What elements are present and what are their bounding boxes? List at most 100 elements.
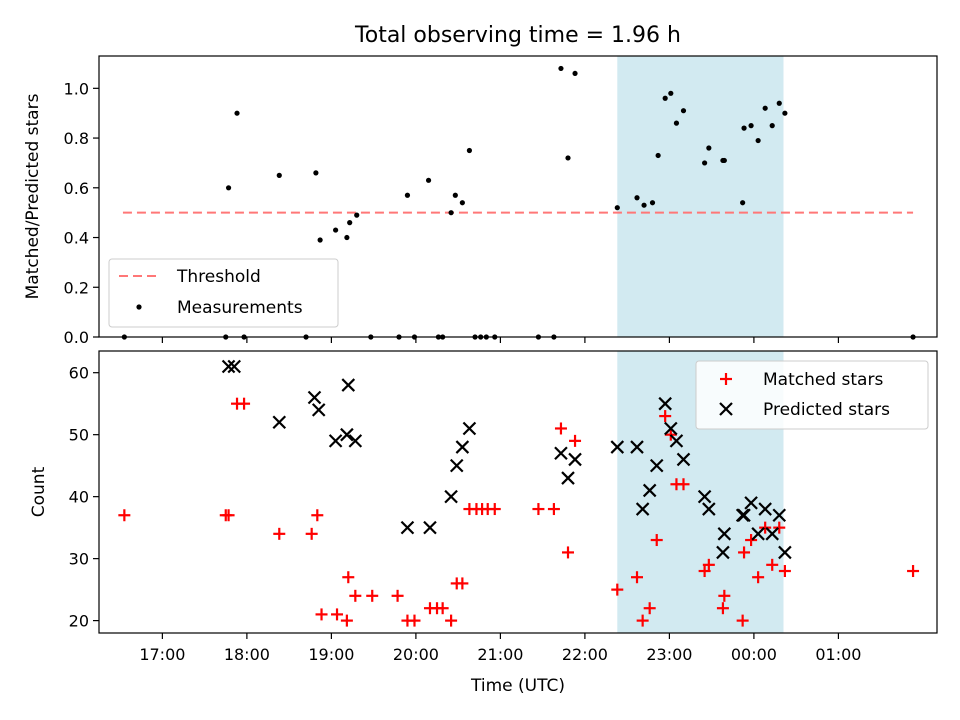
predicted-star-point <box>455 440 470 454</box>
top-legend-box <box>108 258 339 328</box>
bottom-x-axis-label: Time (UTC) <box>470 676 565 696</box>
predicted-star-point <box>341 378 356 392</box>
measurement-point <box>276 172 282 178</box>
bot-y-tick-label: 30 <box>69 550 89 569</box>
predicted-star-point <box>328 434 343 448</box>
predicted-star-point <box>227 359 241 374</box>
x-tick-label: 20:00 <box>393 645 439 664</box>
measurement-point <box>748 123 754 129</box>
predicted-star-point <box>758 502 772 516</box>
predicted-star-point <box>717 527 732 541</box>
predicted-star-point <box>568 452 582 467</box>
measurement-point <box>741 125 747 131</box>
matched-star-point <box>311 509 324 522</box>
measurement-point <box>344 234 350 241</box>
predicted-star-point <box>697 489 712 504</box>
measurement-point <box>634 195 640 201</box>
measurement-point <box>662 95 668 101</box>
matched-star-point <box>561 546 574 559</box>
matched-star-point <box>118 509 131 522</box>
predicted-star-point <box>272 415 287 430</box>
matched-star-point <box>907 565 920 578</box>
matched-star-point <box>445 614 458 627</box>
measurement-point <box>572 70 578 77</box>
x-tick-label: 17:00 <box>139 645 185 664</box>
measurement-point <box>721 157 727 164</box>
measurement-point <box>668 90 674 96</box>
top-y-tick-label: 0.2 <box>64 278 89 297</box>
predicted-star-point <box>772 508 787 523</box>
matched-star-point <box>738 546 751 559</box>
matched-star-point <box>349 589 362 602</box>
measurement-point <box>466 147 473 154</box>
matched-star-point <box>759 521 772 534</box>
measurement-point <box>673 120 680 126</box>
predicted-star-point <box>340 427 354 442</box>
matched-star-point <box>611 583 624 596</box>
predicted-star-point <box>751 527 765 541</box>
top-x-ticks <box>161 337 840 343</box>
predicted-star-point <box>765 527 779 541</box>
bot-y-tick-label: 60 <box>69 364 89 383</box>
bot-y-tick-label: 20 <box>69 612 89 631</box>
legend-matched-swatch <box>720 373 732 385</box>
matched-star-point <box>331 608 344 621</box>
legend-predicted-swatch <box>719 402 733 416</box>
legend-measurements-swatch <box>136 304 142 310</box>
top-y-tick-label: 0.6 <box>64 179 89 198</box>
matched-star-point <box>488 503 501 516</box>
matched-star-point <box>716 602 729 615</box>
predicted-star-point <box>348 434 363 448</box>
measurement-point <box>317 237 323 243</box>
predicted-star-point <box>311 403 326 417</box>
matched-star-point <box>305 527 318 540</box>
matched-star-point <box>238 397 251 410</box>
predicted-star-point <box>423 520 437 535</box>
legend-matched-label: Matched stars <box>763 370 883 390</box>
matched-star-point <box>650 534 663 547</box>
predicted-star-point <box>630 440 644 454</box>
matched-star-point <box>643 602 656 615</box>
predicted-star-point <box>649 458 664 473</box>
matched-star-point <box>547 503 560 516</box>
predicted-star-point <box>702 502 716 516</box>
matched-star-point <box>778 565 791 578</box>
matched-star-point <box>222 509 235 522</box>
measurement-point <box>459 200 465 206</box>
measurement-point <box>655 152 661 159</box>
bot-y-tick-label: 40 <box>69 488 89 507</box>
top-y-tick-label: 1.0 <box>64 79 89 98</box>
matched-star-point <box>636 614 649 627</box>
legend-predicted-label: Predicted stars <box>763 400 890 420</box>
measurement-point <box>452 192 458 198</box>
measurement-point <box>680 108 687 114</box>
x-tick-label: 19:00 <box>308 645 354 664</box>
top-legend: Threshold Measurements <box>108 258 339 328</box>
measurement-point <box>614 205 620 211</box>
measurement-point <box>234 110 240 116</box>
matched-star-point <box>340 614 353 627</box>
measurement-point <box>333 227 339 233</box>
predicted-star-point <box>554 446 568 461</box>
top-axes-frame <box>98 55 938 338</box>
x-tick-label: 18:00 <box>224 645 270 664</box>
measurement-point <box>558 65 564 72</box>
top-y-tick-label: 0.0 <box>64 328 89 347</box>
matched-star-point <box>631 571 644 584</box>
measurement-point <box>565 155 571 161</box>
predicted-star-point <box>561 471 575 485</box>
chart-title: Total observing time = 1.96 h <box>354 23 681 48</box>
matched-star-point <box>773 521 786 534</box>
matched-star-point <box>752 571 765 584</box>
matched-star-point <box>659 410 672 423</box>
bottom-panel: 20 30 40 50 60 17:00 18:00 19:00 20:00 21:00 22:0… <box>29 350 938 696</box>
measurement-point <box>347 220 353 226</box>
bottom-legend-box <box>695 360 929 430</box>
predicted-star-point <box>449 458 464 473</box>
measurement-point <box>404 192 411 198</box>
predicted-star-point <box>744 496 758 510</box>
measurement-point <box>641 202 647 208</box>
matched-star-point <box>554 422 567 435</box>
x-tick-label: 23:00 <box>646 645 692 664</box>
